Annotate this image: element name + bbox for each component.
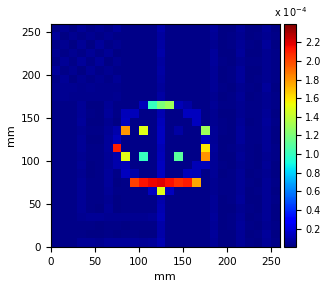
X-axis label: mm: mm <box>154 272 176 283</box>
Y-axis label: mm: mm <box>6 125 16 146</box>
Text: x $10^{-4}$: x $10^{-4}$ <box>274 5 306 19</box>
